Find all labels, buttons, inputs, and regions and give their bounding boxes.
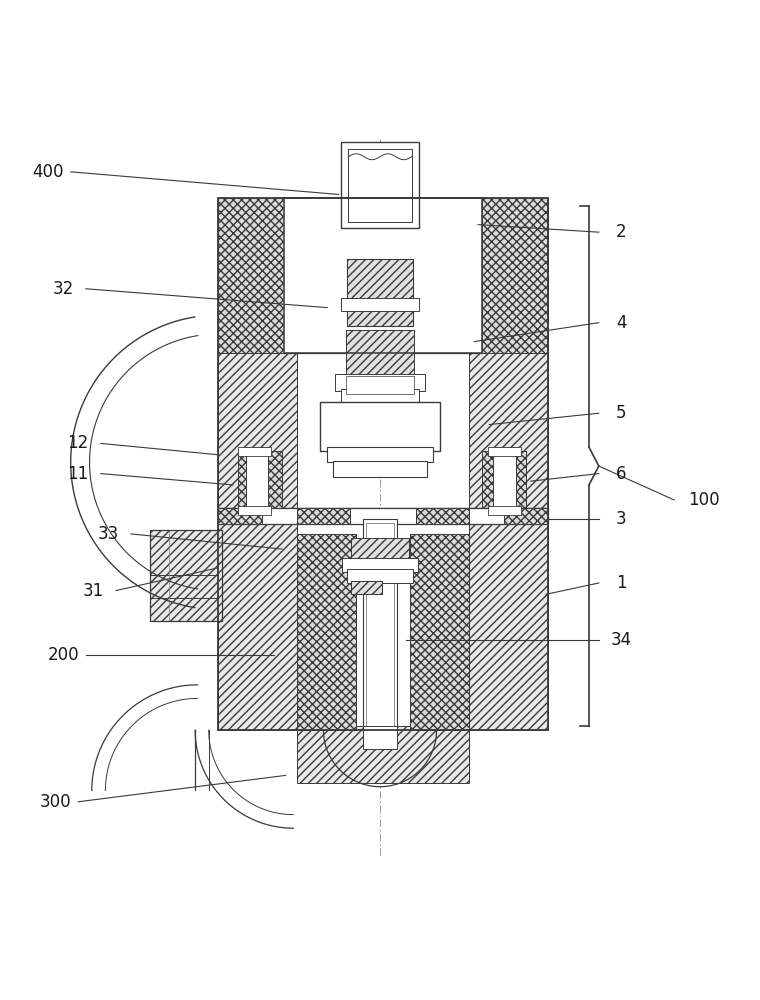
Text: 34: 34 — [611, 631, 632, 649]
Text: 100: 100 — [689, 491, 720, 509]
Bar — [245, 447, 268, 511]
Bar — [284, 198, 482, 353]
Bar — [440, 198, 482, 353]
Bar — [284, 198, 326, 353]
Bar — [482, 451, 526, 508]
Bar — [150, 530, 222, 621]
Bar — [493, 447, 516, 511]
Bar — [218, 198, 548, 730]
Bar — [297, 726, 469, 783]
Text: 2: 2 — [616, 223, 627, 241]
Text: 33: 33 — [98, 525, 119, 543]
Text: 31: 31 — [83, 582, 104, 600]
Bar — [218, 198, 284, 353]
Bar — [505, 508, 548, 524]
Text: 300: 300 — [40, 793, 71, 811]
Bar — [342, 558, 418, 572]
Text: 3: 3 — [616, 510, 627, 528]
Bar — [346, 376, 414, 394]
Bar — [488, 506, 521, 515]
Bar — [333, 461, 427, 477]
Bar — [346, 330, 414, 379]
Bar — [351, 581, 382, 594]
Bar — [363, 726, 397, 749]
Text: 5: 5 — [616, 404, 627, 422]
Text: 12: 12 — [68, 434, 89, 452]
Bar — [238, 447, 271, 456]
Text: 32: 32 — [52, 280, 74, 298]
Bar — [284, 198, 482, 353]
Bar — [340, 389, 420, 406]
Bar — [348, 149, 412, 222]
Bar — [297, 508, 350, 524]
Text: 4: 4 — [616, 314, 627, 332]
Bar — [218, 206, 297, 730]
Bar — [347, 259, 413, 326]
Bar — [416, 508, 469, 524]
Bar — [347, 259, 413, 326]
Bar — [150, 530, 222, 621]
Bar — [351, 538, 409, 564]
Bar — [334, 374, 426, 391]
Bar — [348, 149, 412, 222]
Text: 400: 400 — [32, 163, 64, 181]
Bar — [469, 206, 548, 730]
Bar — [351, 157, 409, 221]
Bar — [238, 506, 271, 515]
Bar — [363, 519, 397, 730]
Bar — [238, 451, 282, 508]
Text: 1: 1 — [616, 574, 627, 592]
Text: 200: 200 — [47, 646, 79, 664]
Bar — [347, 569, 413, 583]
Bar — [297, 534, 356, 730]
Bar — [351, 581, 382, 594]
Bar — [366, 523, 394, 730]
Text: 11: 11 — [68, 465, 89, 483]
Bar — [218, 508, 261, 524]
Bar — [320, 402, 440, 451]
Bar — [218, 508, 548, 524]
Bar — [328, 447, 432, 462]
Bar — [340, 142, 420, 228]
Bar — [410, 534, 469, 730]
Bar — [482, 198, 548, 353]
Bar — [488, 447, 521, 456]
Text: 6: 6 — [616, 465, 627, 483]
Bar — [340, 298, 420, 311]
